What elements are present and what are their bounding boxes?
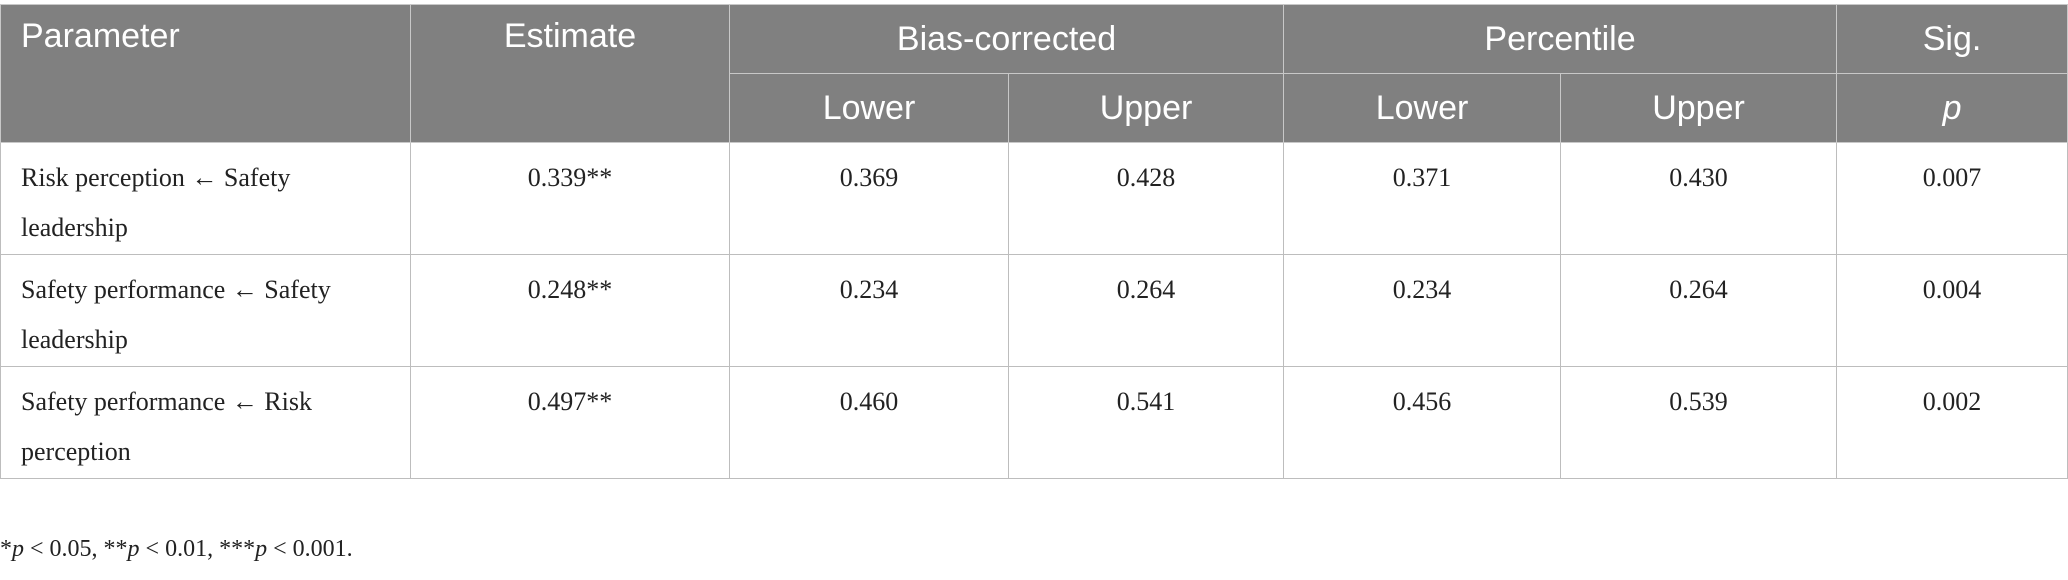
header-cell: Estimate (410, 4, 730, 143)
header-cell: Upper (1560, 73, 1838, 143)
header-cell: Percentile (1283, 4, 1838, 74)
table-cell: Safety performance ← Risk perception (0, 366, 411, 479)
table-cell: 0.369 (729, 142, 1009, 255)
footnote-part: < 0.01, *** (139, 536, 256, 562)
table-cell: 0.460 (729, 366, 1009, 479)
header-cell: Lower (729, 73, 1009, 143)
table-cell: 0.497** (410, 366, 730, 479)
table-cell: 0.264 (1560, 254, 1838, 367)
header-cell: p (1836, 73, 2068, 143)
table-cell: 0.234 (1283, 254, 1562, 367)
footnote-part: p (255, 536, 268, 562)
table-cell: 0.248** (410, 254, 730, 367)
footnote-part: * (0, 536, 12, 562)
table-row: Safety performance ← Safety leadership 0.… (0, 254, 2068, 367)
table-cell: 0.456 (1283, 366, 1562, 479)
table-cell: 0.234 (729, 254, 1009, 367)
footnote-part: < 0.001. (267, 536, 353, 562)
header-cell: Parameter (0, 4, 411, 143)
footnote-part: p (127, 536, 140, 562)
table-row: Risk perception ← Safety leadership 0.339… (0, 142, 2068, 255)
footnote-part: < 0.05, ** (24, 536, 128, 562)
table-cell: Safety performance ← Safety leadership (0, 254, 411, 367)
header-cell: Sig. (1836, 4, 2068, 74)
results-table: Parameter Estimate Bias-corrected Percen… (0, 4, 2068, 479)
table-cell: 0.371 (1283, 142, 1562, 255)
header-cell: Lower (1283, 73, 1562, 143)
header-cell: Bias-corrected (728, 4, 1285, 74)
table-cell: 0.430 (1560, 142, 1838, 255)
table-cell: 0.541 (1007, 366, 1285, 479)
table-cell: Risk perception ← Safety leadership (0, 142, 411, 255)
table-cell: 0.004 (1836, 254, 2068, 367)
table-cell: 0.007 (1836, 142, 2068, 255)
table-cell: 0.339** (410, 142, 730, 255)
table-row: Safety performance ← Risk perception 0.49… (0, 366, 2068, 479)
table-cell: 0.428 (1007, 142, 1285, 255)
header-cell: Upper (1007, 73, 1285, 143)
footnote: *p < 0.05, **p < 0.01, ***p < 0.001. (0, 536, 353, 563)
table-cell: 0.539 (1560, 366, 1838, 479)
table-cell: 0.264 (1007, 254, 1285, 367)
table-cell: 0.002 (1836, 366, 2068, 479)
footnote-part: p (12, 536, 24, 562)
table-body: Risk perception ← Safety leadership 0.339… (0, 142, 2068, 479)
